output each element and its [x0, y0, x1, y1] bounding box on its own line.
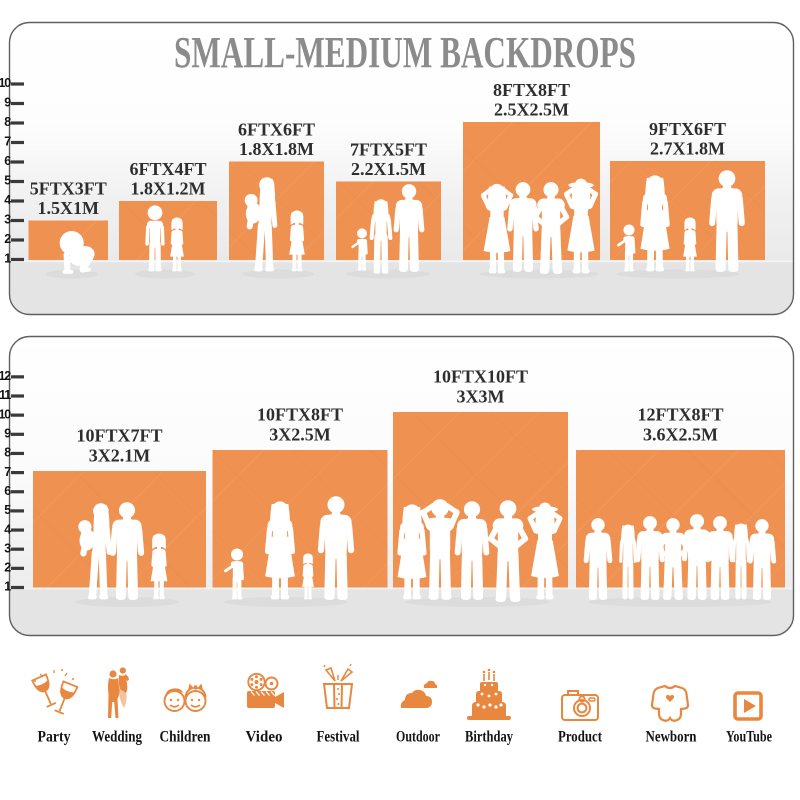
svg-text:10FTX8FT: 10FTX8FT — [257, 405, 343, 425]
svg-text:Wedding: Wedding — [92, 729, 142, 746]
svg-text:7: 7 — [4, 135, 11, 149]
svg-text:3: 3 — [4, 541, 11, 555]
svg-text:8FTX8FT: 8FTX8FT — [493, 80, 570, 100]
svg-text:1.5X1M: 1.5X1M — [38, 198, 100, 218]
svg-text:9: 9 — [4, 96, 11, 110]
svg-text:9FTX6FT: 9FTX6FT — [649, 119, 726, 139]
svg-text:Children: Children — [160, 729, 211, 746]
svg-text:Outdoor: Outdoor — [396, 729, 440, 746]
svg-text:10: 10 — [0, 407, 11, 421]
svg-text:Party: Party — [38, 729, 71, 746]
svg-text:10FTX7FT: 10FTX7FT — [76, 426, 162, 446]
svg-text:7: 7 — [4, 465, 11, 479]
svg-text:5: 5 — [4, 503, 11, 517]
svg-text:6FTX6FT: 6FTX6FT — [238, 120, 315, 140]
svg-text:6: 6 — [4, 484, 11, 498]
svg-text:12FTX8FT: 12FTX8FT — [637, 405, 723, 425]
svg-text:YouTube: YouTube — [726, 729, 772, 746]
svg-text:3: 3 — [4, 213, 11, 227]
svg-text:6FTX4FT: 6FTX4FT — [129, 159, 206, 179]
svg-text:SMALL-MEDIUM BACKDROPS: SMALL-MEDIUM BACKDROPS — [174, 28, 636, 77]
svg-text:4: 4 — [4, 522, 11, 536]
svg-text:2: 2 — [4, 561, 11, 575]
svg-text:3X3M: 3X3M — [457, 387, 505, 407]
svg-text:9: 9 — [4, 427, 11, 441]
svg-text:3X2.1M: 3X2.1M — [89, 446, 151, 466]
svg-text:Birthday: Birthday — [465, 729, 513, 746]
svg-text:5: 5 — [4, 174, 11, 188]
svg-text:1: 1 — [4, 580, 11, 594]
svg-text:11: 11 — [0, 388, 11, 402]
svg-text:12: 12 — [0, 369, 11, 383]
svg-text:4: 4 — [4, 193, 11, 207]
svg-text:2.5X2.5M: 2.5X2.5M — [494, 100, 569, 120]
svg-text:Festival: Festival — [317, 729, 361, 746]
svg-text:3.6X2.5M: 3.6X2.5M — [643, 425, 718, 445]
svg-text:2: 2 — [4, 232, 11, 246]
svg-text:8: 8 — [4, 115, 11, 129]
svg-text:7FTX5FT: 7FTX5FT — [350, 140, 427, 160]
svg-text:10FTX10FT: 10FTX10FT — [433, 367, 528, 387]
svg-text:1: 1 — [4, 252, 11, 266]
svg-text:2.7X1.8M: 2.7X1.8M — [650, 139, 725, 159]
svg-text:8: 8 — [4, 446, 11, 460]
svg-text:10: 10 — [0, 76, 11, 90]
svg-text:5FTX3FT: 5FTX3FT — [30, 179, 107, 199]
svg-text:2.2X1.5M: 2.2X1.5M — [351, 159, 426, 179]
svg-text:1.8X1.2M: 1.8X1.2M — [131, 179, 206, 199]
svg-text:Video: Video — [246, 729, 283, 746]
svg-text:6: 6 — [4, 154, 11, 168]
svg-text:1.8X1.8M: 1.8X1.8M — [239, 139, 314, 159]
svg-text:3X2.5M: 3X2.5M — [269, 425, 331, 445]
svg-text:Newborn: Newborn — [646, 729, 697, 746]
svg-text:Product: Product — [558, 729, 603, 746]
